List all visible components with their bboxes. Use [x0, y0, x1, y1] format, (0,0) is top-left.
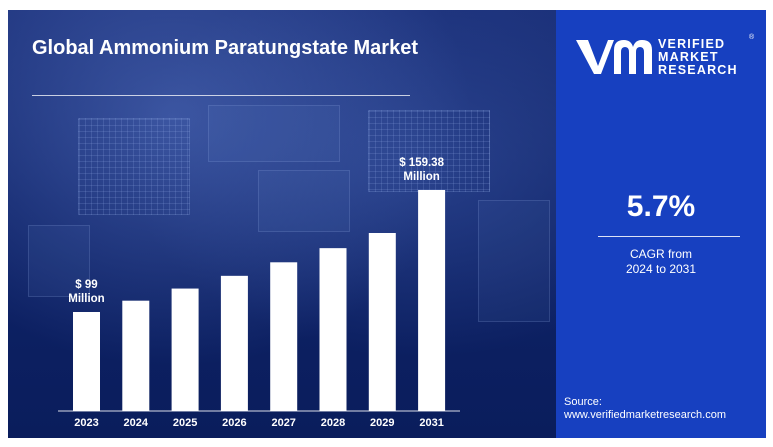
- x-tick-label: 2028: [321, 417, 345, 429]
- cagr-label-line-2: 2024 to 2031: [625, 262, 697, 276]
- brand-line-3: RESEARCH: [658, 63, 738, 77]
- registered-mark-icon: ®: [749, 34, 755, 41]
- x-tick-label: 2025: [173, 417, 197, 429]
- x-tick-label: 2023: [74, 417, 98, 429]
- data-label-start: Million: [68, 293, 104, 305]
- chart-title: Global Ammonium Paratungstate Market: [32, 37, 418, 59]
- source-label: Source:: [564, 396, 602, 408]
- verified-market-research-logo: VERIFIED MARKET RESEARCH ®: [574, 34, 764, 86]
- x-tick-label: 2026: [222, 417, 246, 429]
- data-label-end: $ 159.38: [399, 157, 444, 169]
- x-tick-label: 2031: [419, 417, 443, 429]
- x-tick-label: 2029: [370, 417, 394, 429]
- circuit-board-decoration: [28, 225, 90, 297]
- x-tick-label: 2027: [271, 417, 295, 429]
- cagr-label: CAGR from 2024 to 2031: [556, 247, 766, 277]
- bar-chart: 2023 2024 2025 2026 2027 2028 2029 2031 $ 99 Mill…: [0, 0, 556, 447]
- bar-2024: [122, 300, 150, 411]
- circuit-board-decoration: [208, 105, 340, 162]
- bar-2027: [270, 262, 298, 411]
- cagr-label-line-1: CAGR from: [629, 247, 692, 261]
- title-divider: [32, 95, 410, 96]
- bar-2028: [319, 248, 347, 411]
- data-label-start: $ 99: [75, 279, 97, 291]
- bar-2025: [171, 288, 199, 411]
- data-label-end: Million: [403, 171, 439, 183]
- circuit-board-decoration: [478, 200, 550, 322]
- circuit-board-decoration: [258, 170, 350, 232]
- vmr-logo-icon: [576, 40, 652, 74]
- cagr-divider: [598, 236, 740, 237]
- source-url: www.verifiedmarketresearch.com: [564, 409, 726, 421]
- brand-line-1: VERIFIED: [658, 37, 726, 51]
- brand-line-2: MARKET: [658, 50, 719, 64]
- bar-2029: [368, 232, 396, 411]
- x-tick-label: 2024: [124, 417, 149, 429]
- bar-2031: [418, 190, 446, 411]
- stats-panel: VERIFIED MARKET RESEARCH ® 5.7% CAGR fro…: [556, 10, 766, 438]
- brand-wordmark: VERIFIED MARKET RESEARCH: [658, 38, 738, 77]
- bar-2026: [220, 275, 248, 411]
- cagr-value: 5.7%: [626, 190, 696, 223]
- bar-2023: [73, 311, 100, 411]
- circuit-chip-decoration: [78, 118, 190, 215]
